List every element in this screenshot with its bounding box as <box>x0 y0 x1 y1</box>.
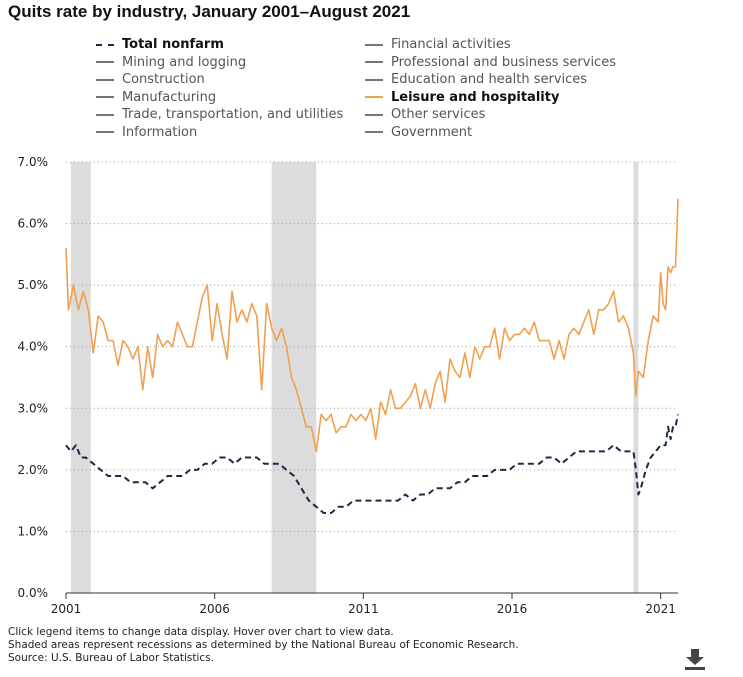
y-tick-label: 0.0% <box>18 586 49 600</box>
y-tick-label: 3.0% <box>18 401 49 415</box>
legend-label: Professional and business services <box>391 54 616 70</box>
legend-swatch <box>96 113 114 116</box>
legend-item-trade-transportation-and-utilities[interactable]: Trade, transportation, and utilities <box>96 106 343 124</box>
y-tick-label: 5.0% <box>18 278 49 292</box>
x-tick-label: 2001 <box>51 602 82 616</box>
legend-item-other-services[interactable]: Other services <box>365 106 616 124</box>
legend-label: Other services <box>391 107 486 123</box>
footnote-source: Source: U.S. Bureau of Labor Statistics. <box>8 652 214 664</box>
legend-column-2: Financial activities Professional and bus… <box>365 36 616 141</box>
legend-swatch <box>96 61 114 64</box>
recession-band <box>633 162 639 593</box>
legend-swatch <box>96 96 114 99</box>
legend-swatch <box>365 131 383 134</box>
legend-item-leisure-and-hospitality[interactable]: Leisure and hospitality <box>365 89 616 107</box>
legend-column-1: Total nonfarm Mining and logging Construct… <box>96 36 343 141</box>
legend-swatch <box>96 78 114 81</box>
legend-swatch <box>365 61 383 64</box>
x-tick-label: 2016 <box>497 602 528 616</box>
legend-item-total-nonfarm[interactable]: Total nonfarm <box>96 36 343 54</box>
x-tick-label: 2021 <box>645 602 676 616</box>
y-tick-label: 1.0% <box>18 524 49 538</box>
download-button[interactable] <box>682 646 708 672</box>
x-tick-label: 2011 <box>348 602 379 616</box>
footnote-recessions: Shaded areas represent recessions as det… <box>8 639 519 651</box>
legend-swatch <box>96 43 114 46</box>
legend-label: Information <box>122 124 198 140</box>
y-tick-label: 2.0% <box>18 463 49 477</box>
legend-label: Leisure and hospitality <box>391 89 560 105</box>
recession-band <box>271 162 317 593</box>
legend-item-education-and-health-services[interactable]: Education and health services <box>365 71 616 89</box>
legend-label: Manufacturing <box>122 89 217 105</box>
download-icon <box>685 649 705 670</box>
series-line-leisure-and-hospitality <box>65 198 679 453</box>
line-chart[interactable]: 0.0% 1.0% 2.0% 3.0% 4.0% 5.0% 6.0% 7.0% 2001 2006… <box>0 148 743 623</box>
legend-label: Education and health services <box>391 72 588 88</box>
y-tick-label: 4.0% <box>18 340 49 354</box>
y-tick-label: 6.0% <box>18 217 49 231</box>
legend-item-professional-and-business-services[interactable]: Professional and business services <box>365 54 616 72</box>
legend-swatch <box>365 96 383 99</box>
x-tick-label: 2006 <box>199 602 230 616</box>
legend-label: Trade, transportation, and utilities <box>122 107 344 123</box>
y-tick-label: 7.0% <box>18 155 49 169</box>
legend-label: Government <box>391 124 473 140</box>
legend-label: Mining and logging <box>122 54 247 70</box>
chart-title: Quits rate by industry, January 2001–Aug… <box>8 2 411 21</box>
legend-item-construction[interactable]: Construction <box>96 71 343 89</box>
legend-item-information[interactable]: Information <box>96 124 343 142</box>
legend-swatch <box>365 43 383 46</box>
legend-swatch <box>365 78 383 81</box>
legend-item-mining-and-logging[interactable]: Mining and logging <box>96 54 343 72</box>
legend-item-government[interactable]: Government <box>365 124 616 142</box>
series-line-total-nonfarm <box>65 414 679 514</box>
legend-label: Total nonfarm <box>122 37 224 53</box>
legend-label: Construction <box>122 72 205 88</box>
legend-swatch <box>365 113 383 116</box>
footnotes: Click legend items to change data displa… <box>8 626 519 665</box>
recession-band <box>70 162 91 593</box>
legend-label: Financial activities <box>391 37 511 53</box>
footnote-instructions: Click legend items to change data displa… <box>8 626 394 638</box>
legend-swatch <box>96 131 114 134</box>
legend-item-manufacturing[interactable]: Manufacturing <box>96 89 343 107</box>
legend: Total nonfarm Mining and logging Construct… <box>96 36 656 146</box>
legend-item-financial-activities[interactable]: Financial activities <box>365 36 616 54</box>
